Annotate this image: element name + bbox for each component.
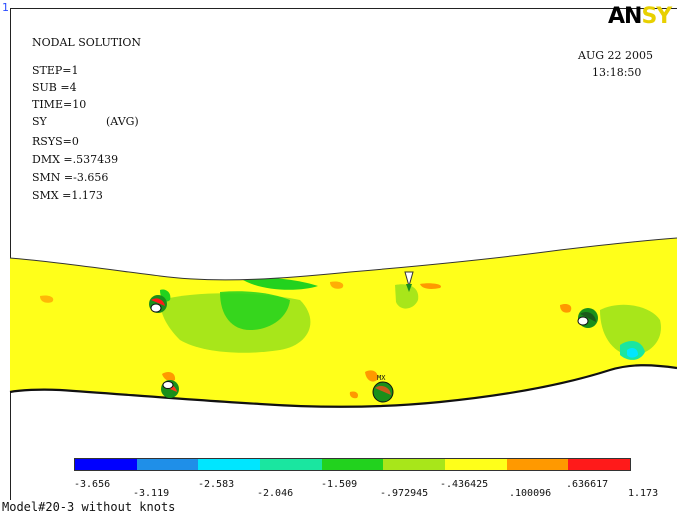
legend-swatch-3	[198, 459, 261, 470]
smx-value: SMX =1.173	[32, 189, 103, 202]
hole-4	[577, 308, 598, 328]
contour-zone-15	[349, 391, 359, 399]
averaging-label: (AVG)	[106, 115, 139, 128]
legend-swatch-1	[75, 459, 137, 470]
legend-swatch-8	[506, 459, 569, 470]
contour-zone-11	[420, 283, 441, 289]
contour-zone-7	[627, 347, 638, 358]
contour-zone-13	[365, 370, 378, 382]
contour-zone-4	[395, 284, 419, 309]
legend-label-1: -3.656	[74, 479, 111, 490]
ansys-logo: ANSY	[608, 4, 672, 29]
contour-zone-14	[162, 372, 176, 382]
dmx-value: DMX =.537439	[32, 153, 119, 166]
hole-3	[372, 381, 394, 403]
legend-label-8: .100096	[509, 488, 552, 499]
solution-title: NODAL SOLUTION	[32, 36, 142, 49]
legend-swatch-5	[321, 459, 384, 470]
contour-zone-10	[330, 281, 344, 289]
legend-swatch-2	[136, 459, 199, 470]
model-band	[10, 238, 677, 407]
model-caption: Model#20-3 without knots	[2, 500, 176, 514]
component-label: SY	[32, 115, 47, 128]
date-label: AUG 22 2005	[578, 49, 653, 62]
legend-label-10: 1.173	[628, 488, 659, 499]
contour-zone-12	[560, 303, 572, 313]
contour-legend-bar	[74, 458, 631, 471]
legend-swatch-4	[260, 459, 322, 470]
hole-1	[149, 295, 167, 313]
band-bottom-edge	[9, 364, 677, 408]
mx-marker: MX	[377, 374, 386, 382]
band-top-edge	[9, 237, 677, 281]
legend-label-6: -.972945	[380, 488, 429, 499]
legend-label-2: -3.119	[133, 488, 170, 499]
legend-swatch-6	[383, 459, 446, 470]
window-number: 1	[2, 1, 9, 14]
legend-label-3: -2.583	[198, 479, 235, 490]
frame-left-border	[10, 8, 11, 500]
legend-label-9: .636617	[566, 479, 609, 490]
contour-zone-2	[220, 291, 290, 330]
time-value: TIME=10	[32, 98, 87, 111]
legend-swatch-9	[568, 459, 631, 470]
frame-top-border	[10, 8, 677, 9]
legend-label-7: -.436425	[440, 479, 489, 490]
notch-stress	[406, 284, 412, 292]
legend-swatch-7	[445, 459, 507, 470]
contour-zone-5	[600, 304, 661, 356]
legend-label-4: -2.046	[257, 488, 294, 499]
notch	[404, 271, 414, 288]
legend-label-5: -1.509	[321, 479, 358, 490]
time-label: 13:18:50	[592, 66, 642, 79]
contour-zone-9	[40, 295, 54, 303]
smn-value: SMN =-3.656	[32, 171, 109, 184]
sub-value: SUB =4	[32, 81, 77, 94]
contour-zone-3	[240, 277, 318, 290]
step-value: STEP=1	[32, 64, 79, 77]
hole-2	[161, 380, 179, 398]
rsys-value: RSYS=0	[32, 135, 79, 148]
